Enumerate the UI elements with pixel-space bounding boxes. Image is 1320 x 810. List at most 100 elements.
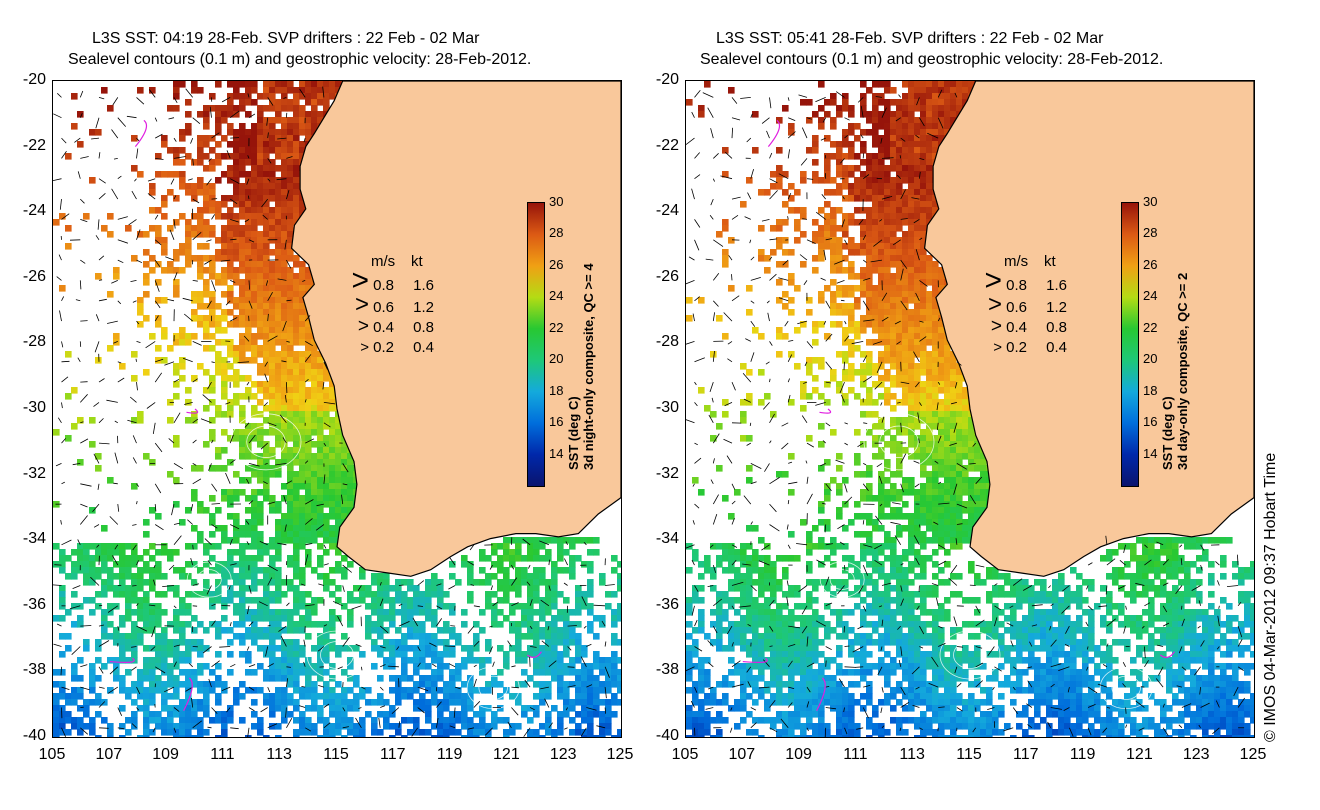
lat-tick-label: -20 <box>655 71 679 88</box>
panel-title-line2: Sealevel contours (0.1 m) and geostrophi… <box>700 51 1164 68</box>
sealevel-contours <box>819 413 1153 709</box>
lat-tick-label: -30 <box>22 399 46 416</box>
lon-tick-label: 111 <box>843 746 868 763</box>
lon-tick-label: 107 <box>728 746 756 763</box>
lon-tick-label: 125 <box>606 746 634 763</box>
colorbar-tick-label: 20 <box>1143 351 1158 367</box>
colorbar-label-line2: 3d night-only composite, QC >= 4 <box>581 263 596 470</box>
legend-ms: 0.4 <box>1006 319 1028 336</box>
lat-tick-label: -32 <box>655 464 679 482</box>
left-panel: L3S SST: 04:19 28-Feb. SVP drifters : 22… <box>0 0 650 810</box>
geostrophic-velocity-arrows <box>686 89 1246 737</box>
legend-header-kt: kt <box>411 253 423 270</box>
map-svg <box>686 81 1254 737</box>
velocity-legend: m/s kt > 0.8 1.6 > 0.6 1.2 > 0.4 0.8 > 0.2 0.4 <box>345 252 434 358</box>
colorbar-tick-label: 14 <box>1143 445 1158 461</box>
colorbar-tick-label: 28 <box>1143 225 1158 241</box>
lon-tick-label: 111 <box>210 746 235 763</box>
colorbar-tick-label: 24 <box>549 288 564 304</box>
panel-title-line1: L3S SST: 05:41 28-Feb. SVP drifters : 22… <box>716 30 1104 47</box>
lat-tick-label: -22 <box>655 136 679 154</box>
colorbar-tick-label: 18 <box>549 382 564 398</box>
lon-tick-label: 121 <box>493 746 520 763</box>
lon-tick-label: 115 <box>956 746 982 763</box>
legend-ms: 0.8 <box>1006 277 1028 294</box>
credit-text: © IMOS 04-Mar-2012 09:37 Hobart Time <box>1262 452 1279 742</box>
panel-title-line1: L3S SST: 04:19 28-Feb. SVP drifters : 22… <box>92 30 480 47</box>
legend-arrow-icon: > <box>360 339 369 356</box>
lat-tick-label: -26 <box>22 267 46 285</box>
legend-row: > 0.4 0.8 <box>345 317 435 338</box>
legend-row: > 0.4 0.8 <box>978 316 1067 338</box>
sst-map[interactable] <box>685 80 1255 738</box>
sst-field <box>53 81 621 737</box>
land-mask <box>923 81 1254 577</box>
colorbar-tick-label: 22 <box>1143 319 1158 335</box>
lat-tick-label: -34 <box>655 530 679 548</box>
map-svg <box>53 81 621 737</box>
legend-header-kt: kt <box>1044 253 1056 270</box>
legend-kt: 0.8 <box>413 319 435 336</box>
lon-tick-label: 109 <box>785 746 812 763</box>
legend-header: m/s kt <box>345 252 434 272</box>
legend-kt: 1.2 <box>413 299 435 316</box>
lon-tick-label: 123 <box>549 746 577 763</box>
legend-arrow-icon: > <box>990 316 1002 337</box>
velocity-legend: m/s kt > 0.8 1.6 > 0.6 1.2 > 0.4 0.8 > 0.2 0.4 <box>978 252 1067 358</box>
colorbar-tick-label: 20 <box>549 351 564 367</box>
lat-tick-label: -34 <box>22 530 46 548</box>
colorbar-tick-label: 26 <box>1143 256 1158 272</box>
legend-ms: 0.6 <box>1006 299 1028 316</box>
lat-tick-label: -20 <box>22 71 46 88</box>
sst-field <box>686 81 1254 737</box>
panel-title-line2: Sealevel contours (0.1 m) and geostrophi… <box>68 51 532 68</box>
legend-row: > 0.6 1.2 <box>345 291 435 318</box>
right-panel: L3S SST: 05:41 28-Feb. SVP drifters : 22… <box>633 0 1283 810</box>
lat-tick-label: -36 <box>655 595 679 613</box>
lat-tick-label: -24 <box>22 202 46 220</box>
geostrophic-velocity-arrows <box>53 86 615 737</box>
lon-tick-label: 125 <box>1239 746 1267 763</box>
legend-kt: 1.6 <box>413 277 435 294</box>
colorbar-label-line1: SST (deg C) <box>566 396 581 470</box>
legend-header-ms: m/s <box>1004 253 1029 270</box>
sst-map[interactable] <box>52 80 622 738</box>
lon-tick-label: 119 <box>436 746 463 763</box>
lon-tick-label: 113 <box>899 746 925 763</box>
lat-tick-label: -28 <box>655 333 679 351</box>
lat-tick-label: -40 <box>655 727 679 744</box>
legend-arrow-icon: > <box>351 264 369 297</box>
lon-tick-label: 119 <box>1069 746 1096 763</box>
lon-tick-label: 105 <box>38 746 66 763</box>
lon-tick-label: 123 <box>1182 746 1210 763</box>
lat-tick-label: -38 <box>655 661 679 679</box>
lat-tick-label: -24 <box>655 202 679 220</box>
legend-kt: 1.2 <box>1046 299 1068 316</box>
colorbar-tick-label: 16 <box>1143 414 1158 430</box>
colorbar-label-line2: 3d day-only composite, QC >= 2 <box>1175 272 1190 470</box>
sst-colorbar <box>527 202 545 487</box>
lat-tick-label: -22 <box>22 136 46 154</box>
legend-row: > 0.8 1.6 <box>345 264 435 297</box>
colorbar-label-line1: SST (deg C) <box>1160 396 1175 470</box>
legend-kt: 0.4 <box>413 339 435 356</box>
lon-tick-label: 121 <box>1126 746 1153 763</box>
svp-drifter-tracks <box>109 119 542 712</box>
legend-row: > 0.2 0.4 <box>345 338 434 358</box>
lat-tick-label: -36 <box>22 595 46 613</box>
lat-tick-label: -28 <box>22 333 46 351</box>
sst-colorbar <box>1121 202 1139 487</box>
svp-drifter-tracks <box>742 119 1175 712</box>
legend-arrow-icon: > <box>354 291 369 318</box>
legend-header-ms: m/s <box>371 253 396 270</box>
colorbar-tick-label: 28 <box>549 225 564 241</box>
lon-tick-label: 115 <box>323 746 349 763</box>
colorbar-tick-label: 24 <box>1143 288 1158 304</box>
legend-ms: 0.8 <box>373 277 395 294</box>
lon-tick-label: 113 <box>266 746 292 763</box>
legend-kt: 0.4 <box>1046 339 1068 356</box>
lon-tick-label: 117 <box>380 746 406 763</box>
legend-ms: 0.2 <box>373 339 395 356</box>
colorbar-tick-label: 30 <box>1143 194 1158 209</box>
colorbar-tick-label: 26 <box>549 256 564 272</box>
